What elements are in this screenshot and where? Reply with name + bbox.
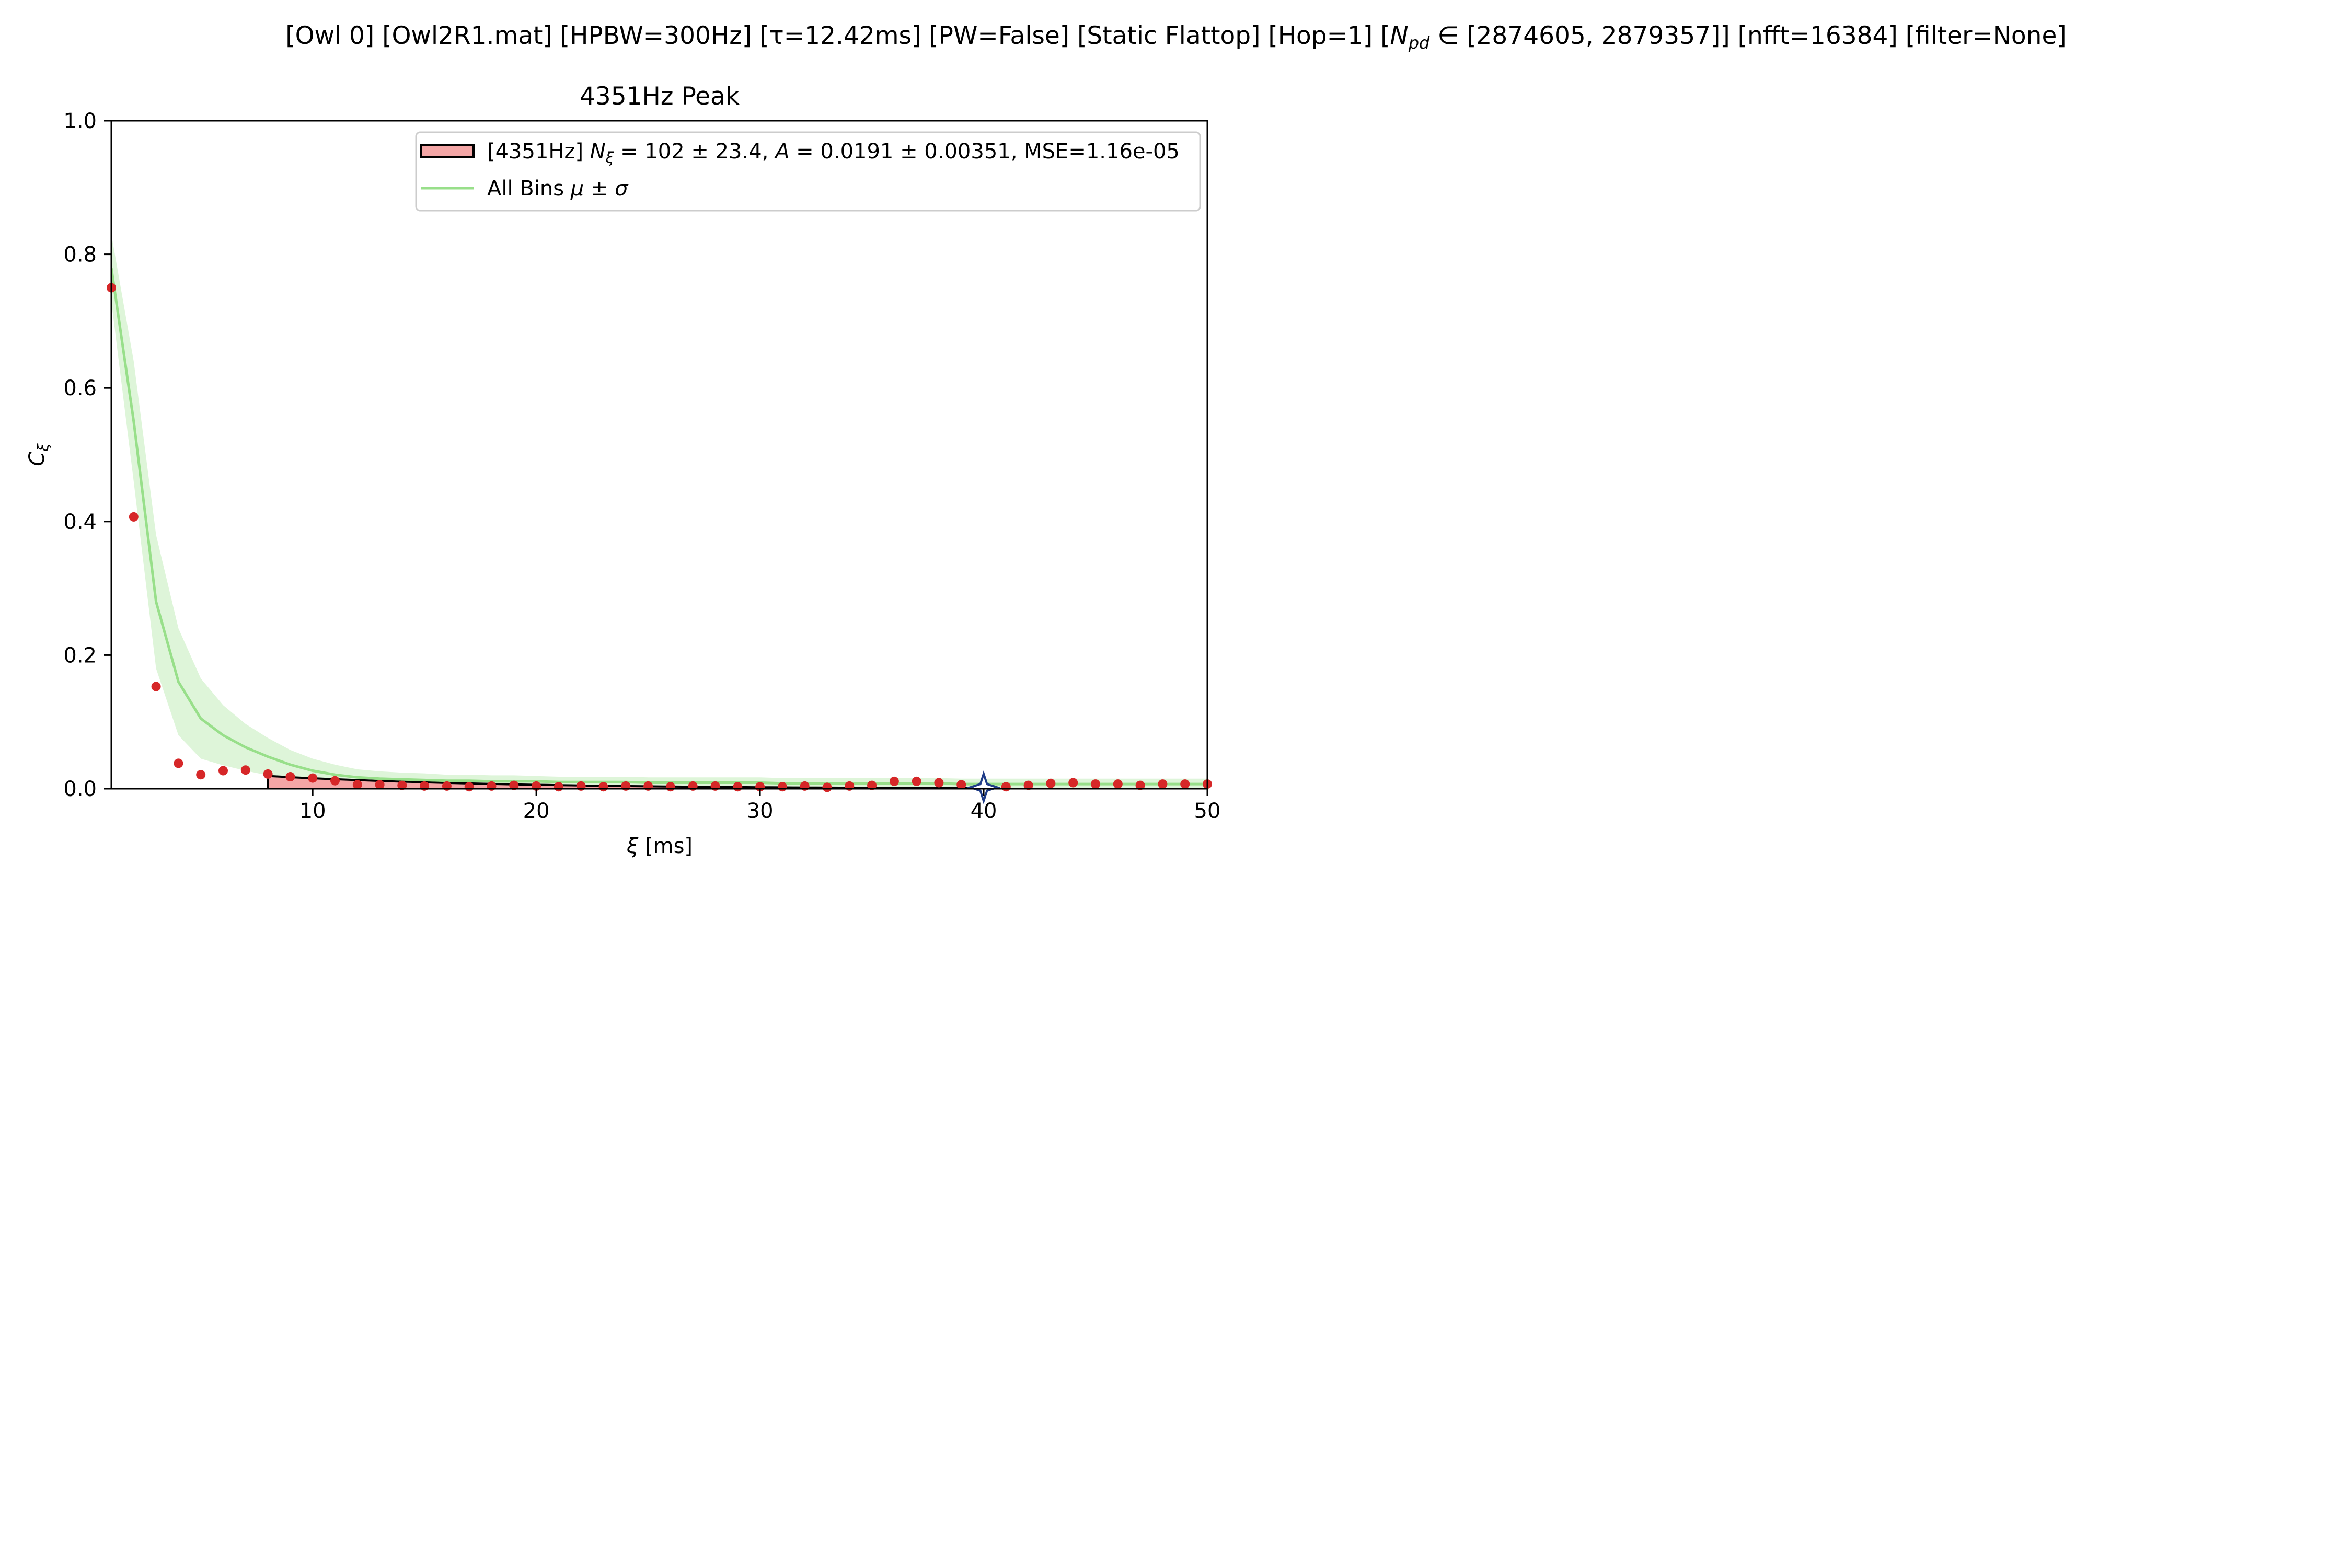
data-point <box>1023 780 1033 790</box>
y-tick-label: 0.6 <box>63 376 97 400</box>
data-point <box>1091 779 1100 789</box>
data-point <box>733 782 743 792</box>
data-point <box>598 782 608 792</box>
data-point <box>889 776 899 786</box>
data-point <box>956 780 966 790</box>
plot-area: 10 20 30 40 50 0.0 0.2 0.4 0.6 0.8 1.0 <box>63 109 1220 823</box>
data-point <box>1046 778 1056 788</box>
data-point <box>1113 779 1123 789</box>
y-axis: 0.0 0.2 0.4 0.6 0.8 1.0 <box>63 109 111 801</box>
data-point <box>1068 778 1078 788</box>
data-point <box>196 770 206 780</box>
data-point <box>1158 779 1168 789</box>
data-point <box>285 772 295 781</box>
x-tick-label: 10 <box>299 799 326 823</box>
data-point <box>240 765 250 775</box>
data-point <box>174 758 183 768</box>
y-tick-label: 0.2 <box>63 643 97 667</box>
legend-swatch-fit <box>420 144 475 158</box>
data-point <box>509 780 519 790</box>
marker-layer <box>966 770 1001 804</box>
x-tick-label: 50 <box>1194 799 1221 823</box>
data-point <box>218 766 228 776</box>
plot-frame <box>110 120 1208 790</box>
y-tick-label: 0.4 <box>63 510 97 534</box>
x-tick-label: 40 <box>971 799 997 823</box>
legend-label-mean: All Bins μ ± σ <box>487 177 629 201</box>
data-point <box>1180 779 1190 789</box>
x-axis: 10 20 30 40 50 <box>299 789 1221 823</box>
data-point <box>777 782 787 792</box>
data-point <box>912 776 921 786</box>
chart-title: 4351Hz Peak <box>580 82 740 111</box>
data-point <box>129 512 139 522</box>
y-tick-label: 0.0 <box>63 777 97 801</box>
y-tick-label: 1.0 <box>63 109 97 133</box>
figure-suptitle: [Owl 0] [Owl2R1.mat] [HPBW=300Hz] [τ=12.… <box>285 21 2066 53</box>
y-axis-label: Cξ <box>25 443 52 466</box>
x-tick-label: 20 <box>523 799 550 823</box>
data-point <box>151 682 161 691</box>
data-point <box>308 773 318 783</box>
data-point <box>397 780 407 790</box>
data-point <box>263 769 273 779</box>
data-point <box>1135 780 1145 790</box>
data-point <box>554 782 563 792</box>
star-marker <box>966 770 1001 804</box>
data-point <box>330 776 340 786</box>
data-point <box>352 780 362 790</box>
data-point <box>464 782 474 792</box>
data-point <box>375 780 385 790</box>
legend-frame <box>415 131 1201 212</box>
legend: [4351Hz] Nξ = 102 ± 23.4, A = 0.0191 ± 0… <box>415 131 1201 212</box>
y-tick-label: 0.8 <box>63 243 97 267</box>
x-axis-label: ξ [ms] <box>626 834 693 858</box>
legend-label-fit: [4351Hz] Nξ = 102 ± 23.4, A = 0.0191 ± 0… <box>487 140 1180 166</box>
data-point <box>1001 782 1011 792</box>
data-point <box>934 778 944 788</box>
data-point <box>665 782 675 792</box>
data-point <box>867 780 877 790</box>
x-tick-label: 30 <box>747 799 774 823</box>
data-point <box>822 782 832 792</box>
